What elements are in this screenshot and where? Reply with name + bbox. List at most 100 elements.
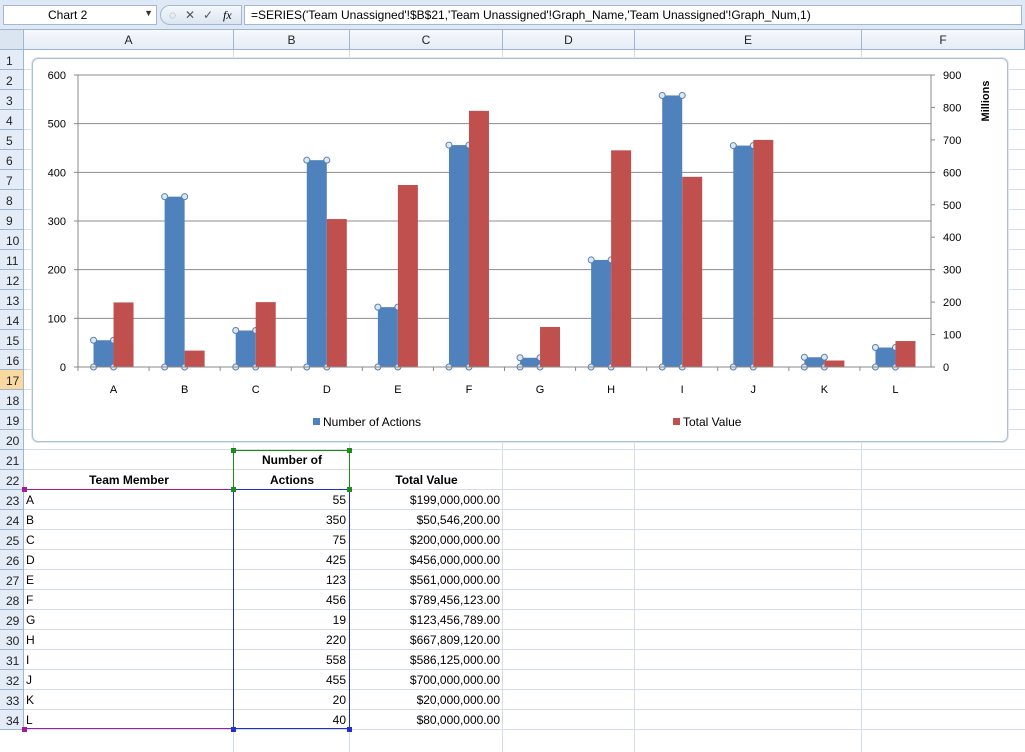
chevron-down-icon[interactable]: ▼ (144, 8, 153, 18)
bar-number-of-actions[interactable] (448, 145, 469, 367)
row-header-19[interactable]: 19 (0, 410, 24, 430)
series-selection-handle[interactable] (658, 91, 666, 99)
row-header-11[interactable]: 11 (0, 250, 24, 270)
cell-actions[interactable]: 456 (325, 593, 346, 607)
bar-number-of-actions[interactable] (306, 160, 327, 367)
legend-label-value[interactable]: Total Value (683, 415, 742, 429)
bar-number-of-actions[interactable] (93, 340, 114, 367)
cell-member[interactable]: B (26, 513, 35, 527)
row-header-24[interactable]: 24 (0, 510, 24, 530)
row-header-4[interactable]: 4 (0, 110, 24, 130)
bar-total-value[interactable] (397, 184, 418, 367)
header-total-value[interactable]: Total Value (395, 473, 458, 487)
cell-member[interactable]: D (26, 553, 35, 567)
column-header-c[interactable]: C (350, 30, 503, 50)
select-all-corner[interactable] (0, 30, 24, 50)
range-handle[interactable] (22, 487, 27, 492)
row-header-12[interactable]: 12 (0, 270, 24, 290)
cell-actions[interactable]: 350 (325, 513, 346, 527)
cell-actions[interactable]: 220 (325, 633, 346, 647)
bar-total-value[interactable] (255, 302, 276, 367)
column-header-d[interactable]: D (503, 30, 635, 50)
range-handle[interactable] (347, 487, 352, 492)
row-header-2[interactable]: 2 (0, 70, 24, 90)
range-handle[interactable] (231, 448, 236, 453)
row-header-30[interactable]: 30 (0, 630, 24, 650)
header-team-member[interactable]: Team Member (89, 473, 169, 487)
bar-total-value[interactable] (468, 110, 489, 367)
cell-total-value[interactable]: $50,546,200.00 (416, 513, 500, 527)
row-header-13[interactable]: 13 (0, 290, 24, 310)
legend-label-actions[interactable]: Number of Actions (323, 415, 422, 429)
row-header-18[interactable]: 18 (0, 390, 24, 410)
bar-number-of-actions[interactable] (733, 145, 754, 367)
row-header-16[interactable]: 16 (0, 350, 24, 370)
cell-total-value[interactable]: $586,125,000.00 (409, 653, 500, 667)
cell-total-value[interactable]: $200,000,000.00 (409, 533, 500, 547)
cell-actions[interactable]: 425 (325, 553, 346, 567)
cell-member[interactable]: J (26, 673, 32, 687)
cell-actions[interactable]: 40 (332, 713, 346, 727)
cell-member[interactable]: E (26, 573, 35, 587)
bar-total-value[interactable] (326, 219, 347, 367)
cell-total-value[interactable]: $199,000,000.00 (409, 493, 500, 507)
row-header-20[interactable]: 20 (0, 430, 24, 450)
row-header-17[interactable]: 17 (0, 370, 24, 390)
row-header-34[interactable]: 34 (0, 710, 24, 730)
bar-number-of-actions[interactable] (235, 330, 256, 368)
range-handle[interactable] (231, 727, 236, 732)
cell-total-value[interactable]: $456,000,000.00 (409, 553, 500, 567)
row-header-21[interactable]: 21 (0, 450, 24, 470)
row-header-27[interactable]: 27 (0, 570, 24, 590)
cell-actions[interactable]: 75 (332, 533, 346, 547)
row-header-22[interactable]: 22 (0, 470, 24, 490)
bar-total-value[interactable] (895, 341, 916, 367)
series-selection-handle[interactable] (820, 353, 828, 361)
row-header-10[interactable]: 10 (0, 230, 24, 250)
cell-actions[interactable]: 55 (332, 493, 346, 507)
row-header-29[interactable]: 29 (0, 610, 24, 630)
row-header-6[interactable]: 6 (0, 150, 24, 170)
cell-actions[interactable]: 20 (332, 693, 346, 707)
cell-total-value[interactable]: $123,456,789.00 (409, 613, 500, 627)
cell-member[interactable]: I (26, 653, 30, 667)
row-header-33[interactable]: 33 (0, 690, 24, 710)
row-header-23[interactable]: 23 (0, 490, 24, 510)
bar-total-value[interactable] (184, 350, 205, 367)
series-selection-handle[interactable] (445, 141, 453, 149)
chart-plot[interactable]: 0 100 200 300 400 500 600 0 100 200 300 400 500 600 70… (33, 59, 1009, 443)
cell-actions[interactable]: 455 (325, 673, 346, 687)
row-header-26[interactable]: 26 (0, 550, 24, 570)
cell-member[interactable]: K (26, 693, 35, 707)
column-header-a[interactable]: A (24, 30, 234, 50)
column-header-b[interactable]: B (234, 30, 350, 50)
cell-total-value[interactable]: $20,000,000.00 (416, 693, 500, 707)
cell-member[interactable]: F (26, 593, 34, 607)
header-number-of[interactable]: Number of (262, 453, 322, 467)
row-header-15[interactable]: 15 (0, 330, 24, 350)
series-selection-handle[interactable] (678, 91, 686, 99)
series-selection-handle[interactable] (181, 193, 189, 201)
bar-total-value[interactable] (753, 139, 774, 367)
series-selection-handle[interactable] (161, 193, 169, 201)
row-header-9[interactable]: 9 (0, 210, 24, 230)
series-selection-handle[interactable] (90, 336, 98, 344)
bar-number-of-actions[interactable] (804, 357, 825, 367)
row-header-7[interactable]: 7 (0, 170, 24, 190)
series-selection-handle[interactable] (800, 353, 808, 361)
range-handle[interactable] (347, 448, 352, 453)
cell-actions[interactable]: 123 (325, 573, 346, 587)
range-handle[interactable] (347, 727, 352, 732)
cell-total-value[interactable]: $667,809,120.00 (409, 633, 500, 647)
cell-actions[interactable]: 19 (332, 613, 346, 627)
range-handle[interactable] (22, 727, 27, 732)
chart[interactable]: 0 100 200 300 400 500 600 0 100 200 300 400 500 600 70… (32, 58, 1008, 442)
cell-total-value[interactable]: $789,456,123.00 (409, 593, 500, 607)
name-box[interactable]: Chart 2 ▼ (3, 5, 157, 25)
formula-input[interactable]: =SERIES('Team Unassigned'!$B$21,'Team Un… (244, 5, 1022, 25)
series-selection-handle[interactable] (871, 344, 879, 352)
cell-total-value[interactable]: $561,000,000.00 (409, 573, 500, 587)
cell-member[interactable]: L (26, 713, 33, 727)
series-selection-handle[interactable] (303, 156, 311, 164)
bar-number-of-actions[interactable] (591, 259, 612, 367)
